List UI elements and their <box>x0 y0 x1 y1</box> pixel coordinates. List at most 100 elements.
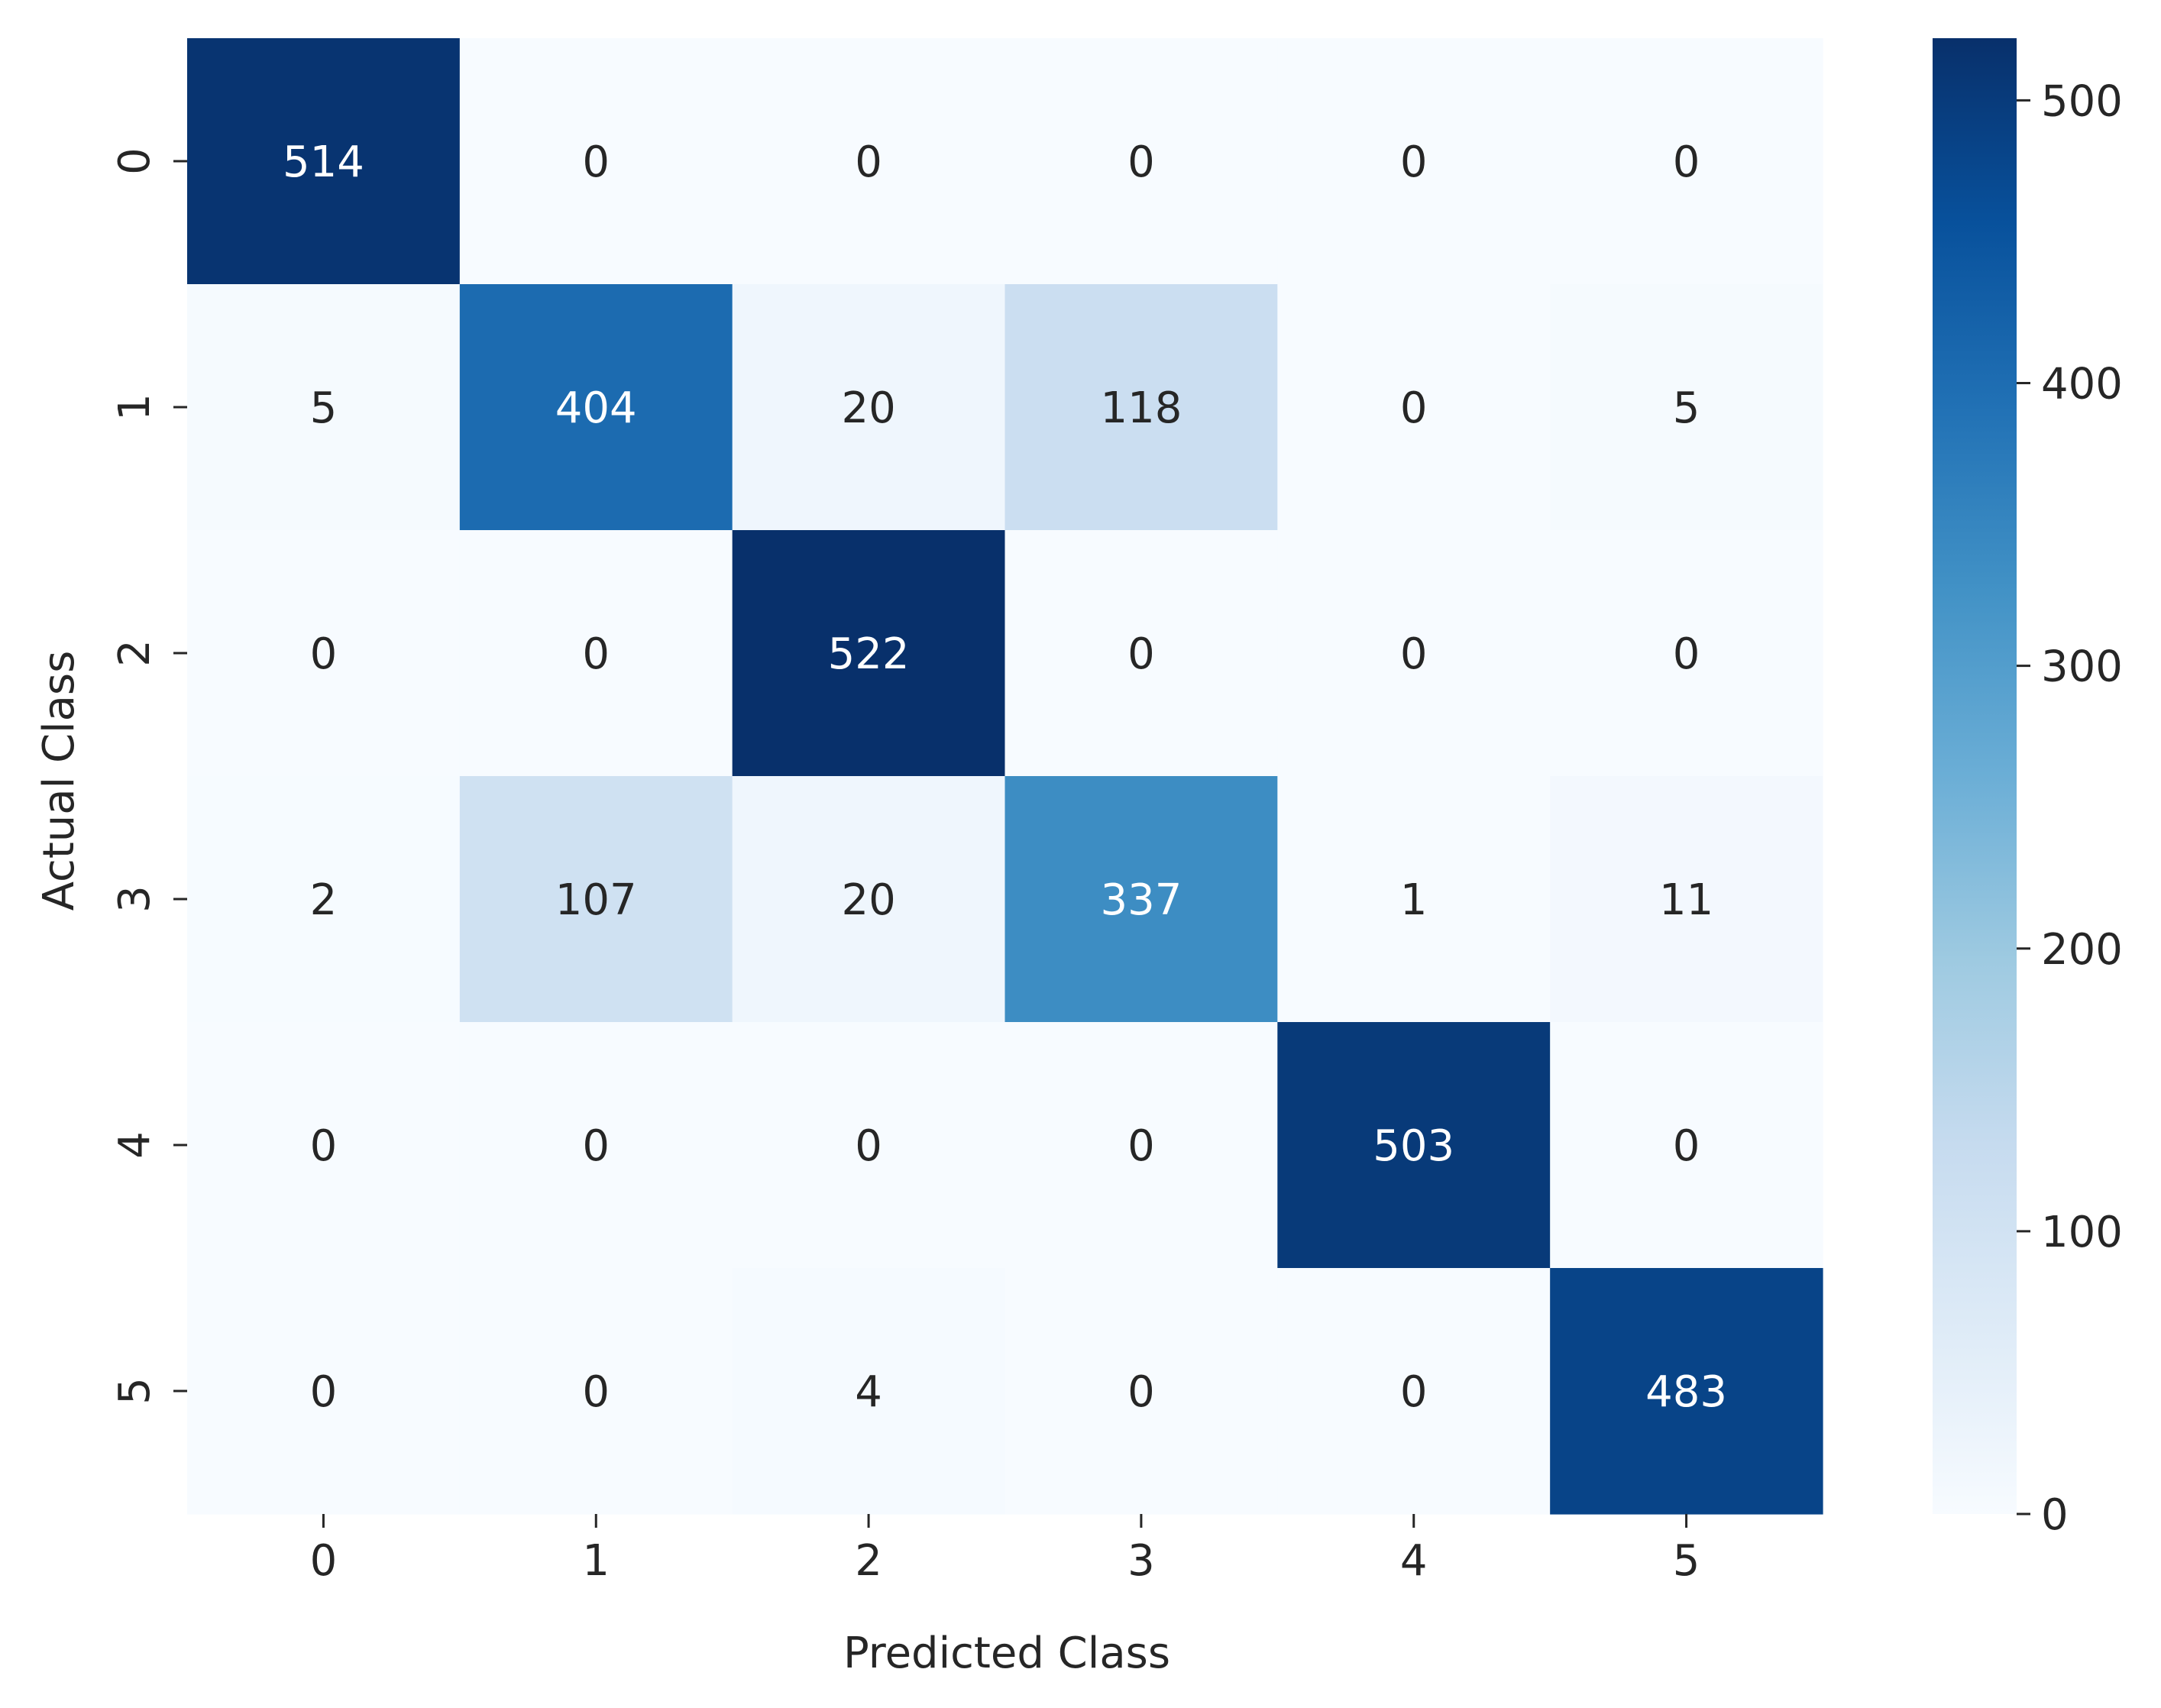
cell-value-r3-c5: 11 <box>1659 875 1713 925</box>
heatmap-cell-r3-c4 <box>1277 776 1551 1023</box>
cell-value-r0-c4: 0 <box>1400 137 1428 187</box>
cell-value-r3-c2: 20 <box>841 875 895 925</box>
heatmap-cell-r0-c0 <box>187 38 461 285</box>
heatmap-cells <box>187 38 1823 1515</box>
colorbar-tick-label-1: 100 <box>2041 1208 2123 1257</box>
x-axis-label: Predicted Class <box>843 1629 1170 1678</box>
cell-value-r2-c2: 522 <box>828 629 910 679</box>
heatmap-cell-r5-c3 <box>1004 1268 1278 1515</box>
y-axis: 0 1 2 3 4 5 <box>110 147 187 1405</box>
cell-value-r5-c3: 0 <box>1127 1367 1155 1417</box>
cell-value-r4-c1: 0 <box>582 1121 610 1171</box>
cell-value-r4-c2: 0 <box>855 1121 882 1171</box>
x-tick-label-2: 2 <box>855 1536 882 1586</box>
heatmap-cell-r0-c3 <box>1004 38 1278 285</box>
heatmap-cell-r1-c2 <box>732 284 1006 531</box>
cell-value-r0-c5: 0 <box>1673 137 1700 187</box>
heatmap-cell-r4-c1 <box>459 1022 733 1269</box>
heatmap-cell-r2-c2 <box>732 530 1006 777</box>
colorbar-tick-label-5: 500 <box>2041 76 2123 126</box>
cell-value-r2-c1: 0 <box>582 629 610 679</box>
x-tick-label-5: 5 <box>1673 1536 1700 1586</box>
cell-value-r2-c0: 0 <box>310 629 338 679</box>
heatmap-cell-r3-c0 <box>187 776 461 1023</box>
cell-value-r3-c1: 107 <box>555 875 637 925</box>
colorbar-tick-label-3: 300 <box>2041 642 2123 692</box>
cell-value-r5-c2: 4 <box>855 1367 882 1417</box>
cell-value-r2-c4: 0 <box>1400 629 1428 679</box>
heatmap-cell-r5-c1 <box>459 1268 733 1515</box>
y-tick-label-4: 4 <box>110 1131 160 1159</box>
y-tick-label-5: 5 <box>110 1377 160 1405</box>
heatmap-cell-r0-c1 <box>459 38 733 285</box>
colorbar-tick-label-4: 400 <box>2041 360 2123 409</box>
colorbar-tick-label-0: 0 <box>2041 1490 2069 1540</box>
cell-value-r0-c2: 0 <box>855 137 882 187</box>
cell-value-r3-c0: 2 <box>310 875 338 925</box>
heatmap-cell-r1-c5 <box>1550 284 1823 531</box>
cell-annotations: 514 0 0 0 0 05 404 20 118 0 50 0 522 0 0 02 107 20 337 1 110… <box>283 137 1727 1417</box>
colorbar-tick-label-2: 200 <box>2041 925 2123 975</box>
cell-value-r0-c1: 0 <box>582 137 610 187</box>
heatmap-cell-r5-c4 <box>1277 1268 1551 1515</box>
heatmap-cell-r1-c0 <box>187 284 461 531</box>
cell-value-r0-c3: 0 <box>1127 137 1155 187</box>
heatmap-cell-r1-c1 <box>459 284 733 531</box>
cell-value-r1-c4: 0 <box>1400 383 1428 433</box>
cell-value-r1-c3: 118 <box>1100 383 1182 433</box>
heatmap-cell-r2-c3 <box>1004 530 1278 777</box>
heatmap-cell-r0-c2 <box>732 38 1006 285</box>
heatmap-cell-r4-c4 <box>1277 1022 1551 1269</box>
y-tick-label-3: 3 <box>110 885 160 913</box>
x-tick-label-3: 3 <box>1127 1536 1155 1586</box>
y-tick-label-0: 0 <box>110 147 160 175</box>
cell-value-r5-c5: 483 <box>1645 1367 1727 1417</box>
cell-value-r5-c0: 0 <box>310 1367 338 1417</box>
heatmap-cell-r3-c3 <box>1004 776 1278 1023</box>
heatmap-cell-r2-c1 <box>459 530 733 777</box>
cell-value-r1-c0: 5 <box>310 383 338 433</box>
x-tick-label-1: 1 <box>582 1536 610 1586</box>
heatmap-cell-r0-c4 <box>1277 38 1551 285</box>
heatmap-cell-r2-c4 <box>1277 530 1551 777</box>
colorbar: 0 100 200 300 400 500 <box>1933 38 2123 1540</box>
cell-value-r4-c3: 0 <box>1127 1121 1155 1171</box>
heatmap-cell-r3-c2 <box>732 776 1006 1023</box>
heatmap-cell-r2-c0 <box>187 530 461 777</box>
cell-value-r2-c5: 0 <box>1673 629 1700 679</box>
heatmap-cell-r5-c2 <box>732 1268 1006 1515</box>
cell-value-r3-c4: 1 <box>1400 875 1428 925</box>
cell-value-r0-c0: 514 <box>283 137 364 187</box>
y-axis-label: Actual Class <box>34 651 84 911</box>
cell-value-r5-c4: 0 <box>1400 1367 1428 1417</box>
cell-value-r1-c5: 5 <box>1673 383 1700 433</box>
heatmap-cell-r5-c5 <box>1550 1268 1823 1515</box>
y-tick-label-2: 2 <box>110 639 160 667</box>
heatmap-cell-r4-c3 <box>1004 1022 1278 1269</box>
heatmap-cell-r1-c3 <box>1004 284 1278 531</box>
heatmap-cell-r3-c1 <box>459 776 733 1023</box>
cell-value-r3-c3: 337 <box>1100 875 1182 925</box>
cell-value-r4-c0: 0 <box>310 1121 338 1171</box>
cell-value-r4-c4: 503 <box>1373 1121 1454 1171</box>
cell-value-r1-c2: 20 <box>841 383 895 433</box>
heatmap-cell-r4-c2 <box>732 1022 1006 1269</box>
heatmap-cell-r1-c4 <box>1277 284 1551 531</box>
cell-value-r4-c5: 0 <box>1673 1121 1700 1171</box>
colorbar-gradient <box>1933 38 2017 1514</box>
cell-value-r2-c3: 0 <box>1127 629 1155 679</box>
cell-value-r5-c1: 0 <box>582 1367 610 1417</box>
heatmap-cell-r5-c0 <box>187 1268 461 1515</box>
y-tick-label-1: 1 <box>110 393 160 421</box>
heatmap-cell-r4-c5 <box>1550 1022 1823 1269</box>
heatmap-cell-r2-c5 <box>1550 530 1823 777</box>
heatmap-cell-r0-c5 <box>1550 38 1823 285</box>
heatmap-cell-r3-c5 <box>1550 776 1823 1023</box>
x-axis: 0 1 2 3 4 5 <box>310 1514 1700 1586</box>
heatmap-cell-r4-c0 <box>187 1022 461 1269</box>
x-tick-label-0: 0 <box>310 1536 338 1586</box>
cell-value-r1-c1: 404 <box>555 383 637 433</box>
x-tick-label-4: 4 <box>1400 1536 1428 1586</box>
